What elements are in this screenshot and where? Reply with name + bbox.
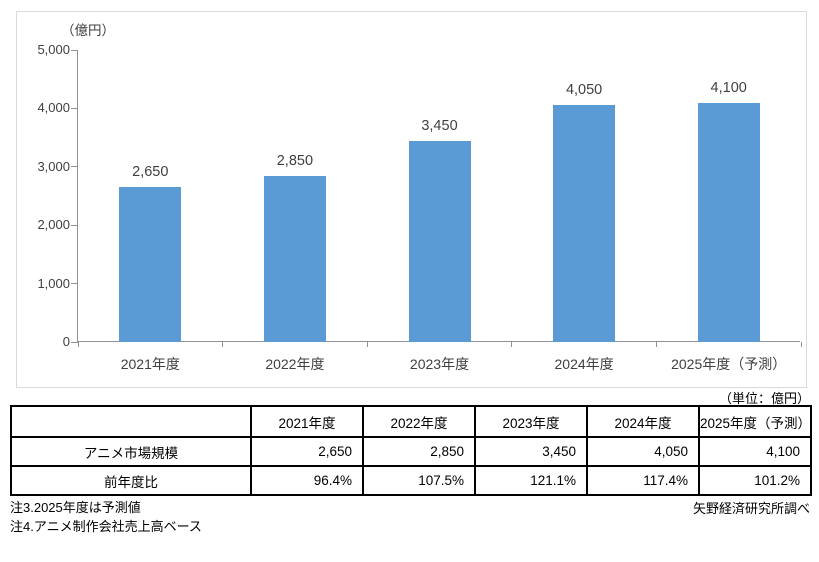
table-header-cell: 2024年度 [586,405,700,438]
y-axis-tick [71,166,78,168]
y-axis-unit-label: （億円） [61,23,115,38]
table-header-row: 2021年度 2022年度 2023年度 2024年度 2025年度（予測） [10,405,812,438]
bar-value-label: 2,850 [276,152,314,169]
y-axis-tick-label: 2,000 [37,217,70,233]
value-cell: 107.5% [362,465,476,496]
y-axis-tick-label: 1,000 [37,275,70,291]
bar [119,187,182,342]
value-cell: 3,450 [474,436,588,467]
value-cell: 4,100 [698,436,812,467]
x-axis-tick [222,342,224,347]
y-axis-tick-label: 4,000 [37,100,70,116]
bar-value-label: 4,100 [710,79,747,96]
footnotes: 注3.2025年度は予測値 注4.アニメ制作会社売上高ベース [10,498,202,536]
y-axis-tick [71,224,78,226]
table-header-cell: 2023年度 [474,405,588,438]
category-label: 2025年度（予測） [671,356,787,372]
table-unit-note: （単位：億円） [718,391,810,406]
category-label: 2022年度 [265,356,325,372]
table-header-cell: 2021年度 [250,405,364,438]
value-cell: 2,650 [250,436,364,467]
category-label: 2021年度 [120,356,180,372]
value-cell: 96.4% [250,465,364,496]
x-axis-tick [77,342,79,347]
y-axis-tick-label: 0 [62,334,70,349]
y-axis-tick [71,341,78,343]
y-axis-tick [71,49,78,51]
x-axis-tick [655,342,657,347]
y-axis-tick [71,283,78,285]
bar-value-label: 3,450 [421,117,458,134]
plot-area: 0 1,000 2,000 3,000 4,000 5,000 2,650 2021年度 2,8… [37,42,802,372]
bar [553,105,616,342]
bar [408,140,471,342]
category-label: 2024年度 [554,356,614,372]
table-header-cell: 2022年度 [362,405,476,438]
row-label-cell: 前年度比 [10,465,252,496]
data-table: 2021年度 2022年度 2023年度 2024年度 2025年度（予測） ア… [10,405,812,496]
value-cell: 117.4% [586,465,700,496]
row-label-cell: アニメ市場規模 [10,436,252,467]
value-cell: 2,850 [362,436,476,467]
y-axis-tick-label: 3,000 [37,158,70,174]
bar-chart-panel: （億円） 0 1,000 2,000 3,000 4,000 5,000 2,650 2021… [16,11,807,388]
x-axis-tick [366,342,368,347]
table-header-cell: 2025年度（予測） [698,405,812,438]
footnote: 注4.アニメ制作会社売上高ベース [10,519,202,534]
table-row-yoy-ratio: 前年度比 96.4% 107.5% 121.1% 117.4% 101.2% [10,465,812,496]
bar-value-label: 2,650 [132,164,169,181]
y-axis-tick [71,107,78,109]
x-axis-tick [511,342,513,347]
value-cell: 121.1% [474,465,588,496]
value-cell: 4,050 [586,436,700,467]
source-credit: 矢野経済研究所調べ [692,501,810,516]
table-header-cell [10,405,252,438]
bar [263,175,326,342]
bar-value-label: 4,050 [565,82,603,99]
y-axis-tick-label: 5,000 [37,42,70,57]
bar [697,102,760,342]
category-label: 2023年度 [409,356,470,372]
table-row-market-size: アニメ市場規模 2,650 2,850 3,450 4,050 4,100 [10,436,812,467]
footnote: 注3.2025年度は予測値 [10,500,141,515]
x-axis-tick [800,342,802,347]
value-cell: 101.2% [698,465,812,496]
